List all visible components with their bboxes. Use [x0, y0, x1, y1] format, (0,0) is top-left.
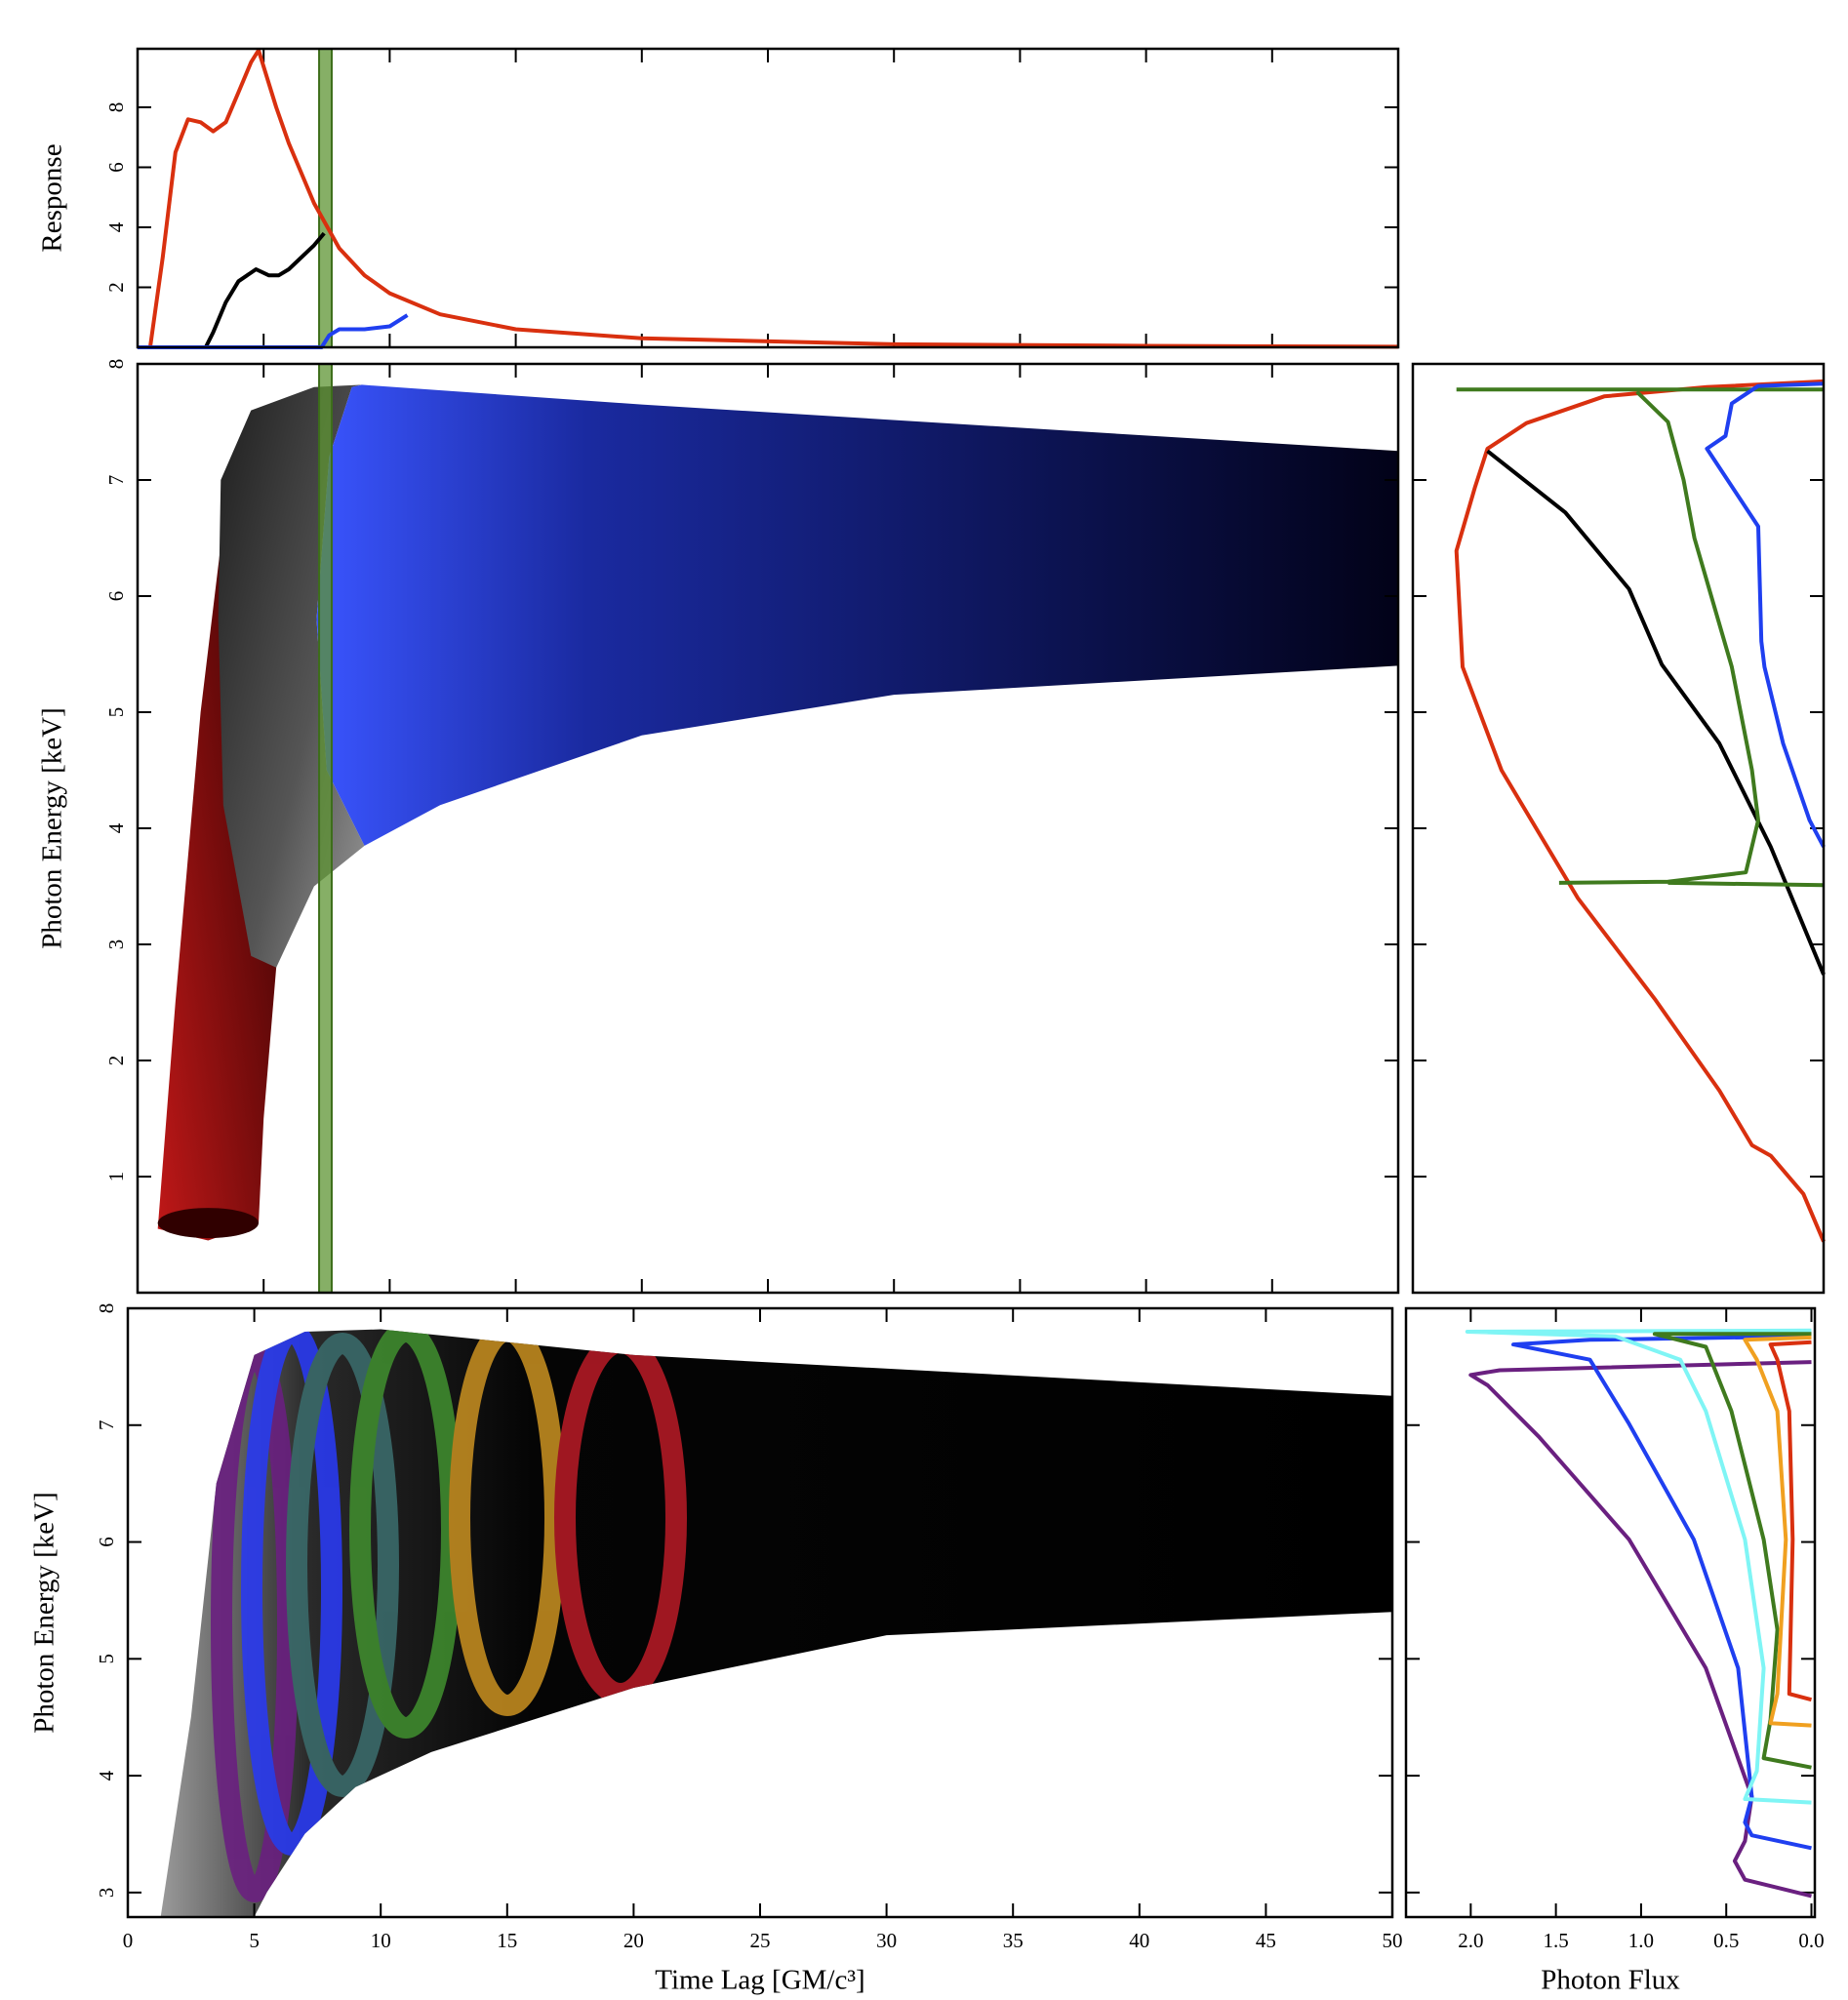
axes-frame — [136, 47, 1400, 349]
x-tick-label: 45 — [1256, 1929, 1276, 1952]
y-tick-label: 1 — [104, 1172, 128, 1182]
axes-frame — [136, 362, 1400, 1295]
y-tick-label: 5 — [95, 1654, 118, 1664]
y-tick-label: 4 — [104, 822, 128, 833]
y-tick-label: 5 — [104, 707, 128, 718]
y-tick-label: 4 — [95, 1770, 118, 1780]
highlight-band — [318, 363, 333, 1294]
y-tick-label: 8 — [95, 1303, 118, 1314]
series-line — [1454, 379, 1826, 1243]
series-line — [1705, 381, 1826, 848]
series-line — [1456, 387, 1825, 888]
series-line — [1486, 449, 1826, 976]
x-tick-label: 1.5 — [1544, 1929, 1569, 1952]
x-tick-label: 0.5 — [1713, 1929, 1739, 1952]
y-tick-label: 7 — [104, 475, 128, 486]
x-tick-label: 50 — [1383, 1929, 1403, 1952]
tube-end — [157, 1208, 260, 1239]
energy-lag-surface-rings — [160, 1329, 1392, 1917]
x-tick-label: 2.0 — [1458, 1929, 1483, 1952]
x-axis-title: Time Lag [GM/c³] — [655, 1965, 864, 1996]
y-tick-label: 8 — [104, 359, 128, 370]
x-tick-label: 25 — [750, 1929, 771, 1952]
energy-lag-surface — [157, 384, 1398, 1241]
x-tick-label: 1.0 — [1628, 1929, 1654, 1952]
x-tick-label: 20 — [623, 1929, 644, 1952]
series-line — [1743, 1335, 1812, 1728]
y-tick-label: 6 — [95, 1537, 118, 1547]
x-tick-label: 15 — [497, 1929, 517, 1952]
axes-frame — [1404, 1306, 1817, 1919]
ring — [286, 1333, 399, 1797]
axes-frame — [1411, 362, 1826, 1295]
y-tick-label: 2 — [104, 1056, 128, 1066]
x-axis-title: Photon Flux — [1541, 1965, 1680, 1996]
x-tick-label: 35 — [1003, 1929, 1024, 1952]
black-tube — [160, 1329, 1392, 1917]
y-axis-title: Photon Energy [keV] — [29, 1492, 60, 1734]
series-line — [1511, 1334, 1812, 1851]
x-tick-label: 0.0 — [1798, 1929, 1824, 1952]
y-tick-label: 3 — [104, 940, 128, 950]
y-tick-label: 8 — [104, 102, 128, 113]
y-axis-title: Photon Energy [keV] — [37, 707, 68, 949]
series-line — [1465, 1328, 1812, 1805]
series-line — [204, 231, 326, 348]
y-tick-label: 6 — [104, 162, 128, 173]
y-tick-label: 4 — [104, 221, 128, 232]
series-line — [1468, 1360, 1812, 1899]
y-tick-label: 2 — [104, 282, 128, 293]
x-tick-label: 10 — [371, 1929, 391, 1952]
highlight-band — [318, 48, 333, 348]
y-tick-label: 7 — [95, 1420, 118, 1431]
x-tick-label: 0 — [123, 1929, 134, 1952]
series-line — [138, 313, 409, 349]
x-tick-label: 5 — [249, 1929, 260, 1952]
y-tick-label: 6 — [104, 591, 128, 602]
x-tick-label: 30 — [876, 1929, 897, 1952]
axes-frame — [126, 1306, 1394, 1919]
series-line — [147, 48, 1399, 349]
blue-tube — [316, 384, 1398, 846]
series-line — [1768, 1340, 1813, 1702]
y-tick-label: 3 — [95, 1888, 118, 1899]
x-tick-label: 40 — [1129, 1929, 1149, 1952]
y-axis-title: Response — [37, 143, 68, 252]
series-line — [1652, 1332, 1812, 1770]
